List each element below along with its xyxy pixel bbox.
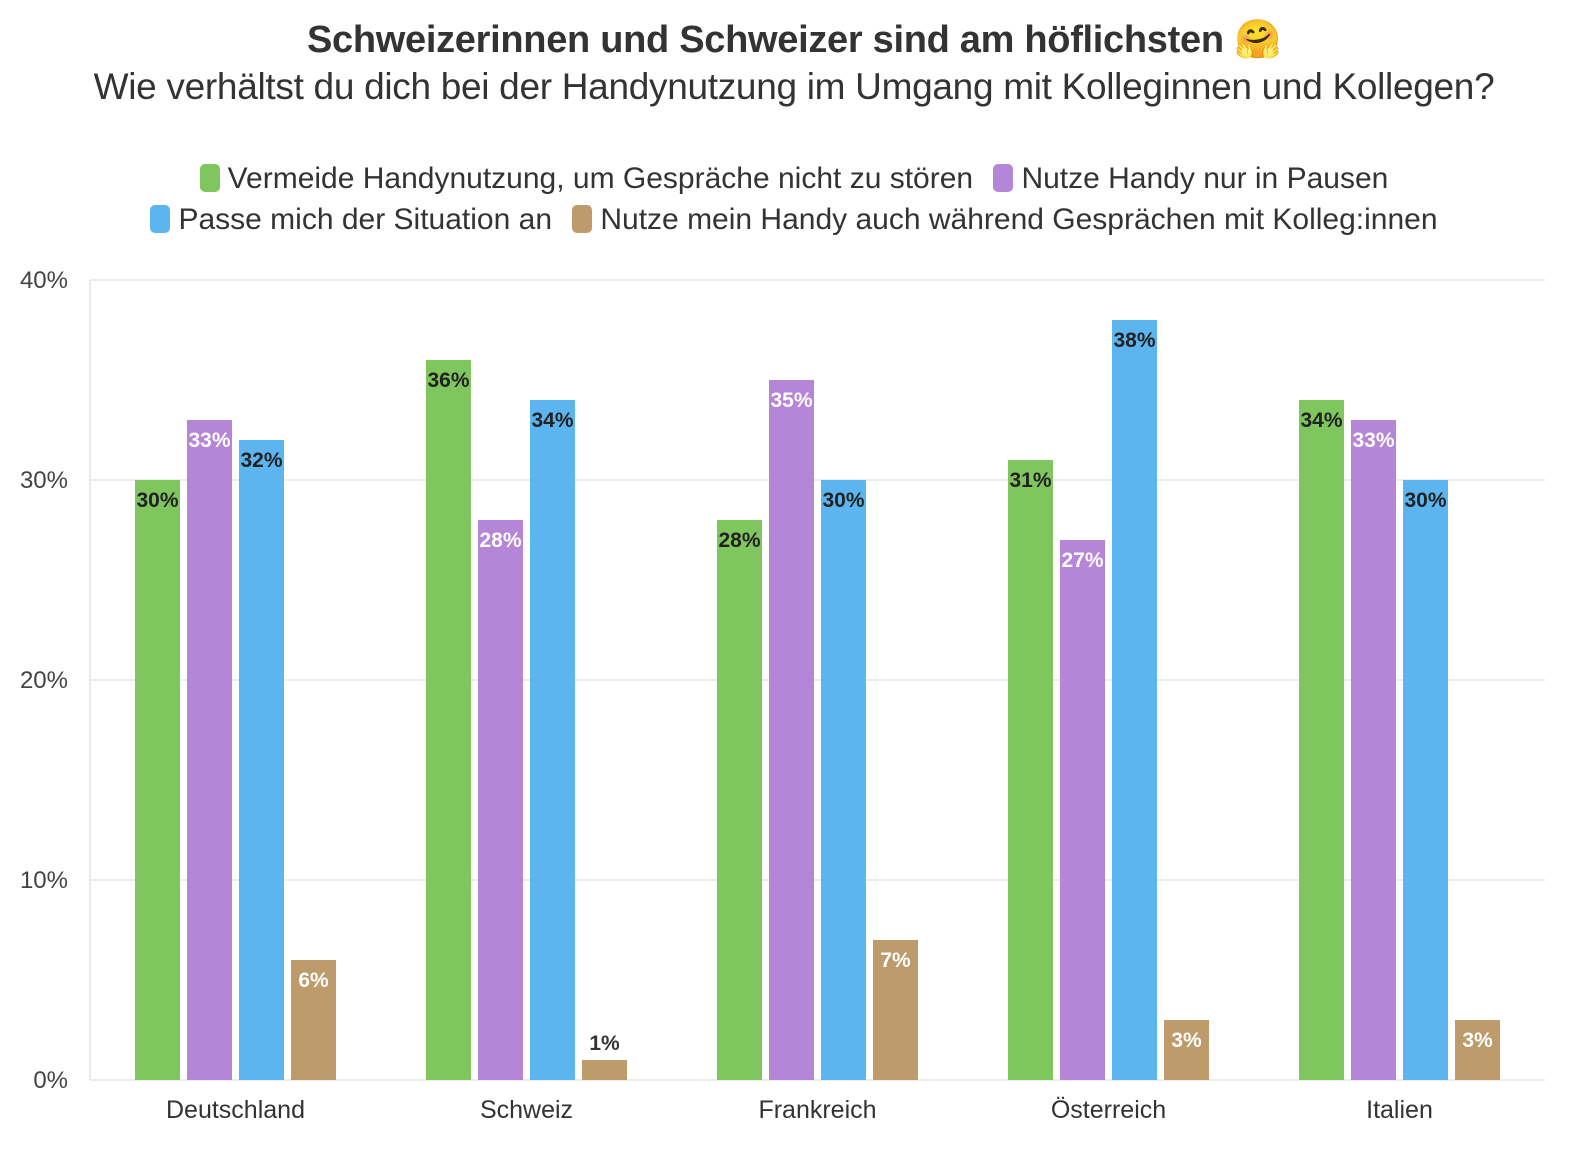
- data-label: 27%: [1061, 549, 1103, 572]
- hugging-face-emoji-icon: 🤗: [1234, 19, 1282, 61]
- legend-label: Passe mich der Situation an: [178, 203, 553, 236]
- data-label: 3%: [1462, 1029, 1493, 1052]
- data-label: 33%: [188, 429, 230, 452]
- chart-header: Schweizerinnen und Schweizer sind am höf…: [0, 18, 1588, 108]
- legend-swatch-brown: [572, 205, 593, 233]
- legend-label: Vermeide Handynutzung, um Gespräche nich…: [227, 162, 974, 195]
- bar: [426, 360, 471, 1080]
- bar: [873, 940, 918, 1080]
- data-label: 30%: [136, 489, 178, 512]
- legend-swatch-green: [199, 164, 220, 192]
- chart-title-text: Schweizerinnen und Schweizer sind am höf…: [306, 19, 1224, 61]
- data-label: 35%: [770, 389, 812, 412]
- legend-item-vermeide[interactable]: Vermeide Handynutzung, um Gespräche nich…: [199, 158, 974, 199]
- data-label: 34%: [531, 409, 573, 432]
- data-label: 38%: [1113, 329, 1155, 352]
- y-tick-label: 0%: [33, 1067, 68, 1094]
- data-label: 31%: [1009, 469, 1051, 492]
- legend-item-gespraechen[interactable]: Nutze mein Handy auch während Gesprächen…: [572, 199, 1438, 240]
- data-label: 3%: [1171, 1029, 1202, 1052]
- legend-item-situation[interactable]: Passe mich der Situation an: [150, 199, 552, 240]
- data-label: 33%: [1352, 429, 1394, 452]
- bar: [1112, 320, 1157, 1080]
- data-label: 36%: [427, 369, 469, 392]
- legend-label: Nutze Handy nur in Pausen: [1021, 162, 1389, 195]
- y-tick-label: 20%: [20, 667, 68, 694]
- y-tick-label: 30%: [20, 467, 68, 494]
- legend-label: Nutze mein Handy auch während Gesprächen…: [600, 203, 1438, 236]
- bar: [239, 440, 284, 1080]
- bar: [1164, 1020, 1209, 1080]
- chart-subtitle: Wie verhältst du dich bei der Handynutzu…: [93, 66, 1495, 107]
- bar: [135, 480, 180, 1080]
- x-tick-label: Schweiz: [480, 1096, 573, 1124]
- data-label: 1%: [589, 1032, 620, 1055]
- bar: [582, 1060, 627, 1080]
- bar: [1351, 420, 1396, 1080]
- legend-swatch-purple: [993, 164, 1014, 192]
- bar: [187, 420, 232, 1080]
- bar: [1455, 1020, 1500, 1080]
- bar: [1008, 460, 1053, 1080]
- legend-row-2: Passe mich der Situation an Nutze mein H…: [0, 199, 1588, 240]
- data-label: 32%: [240, 449, 282, 472]
- legend-swatch-blue: [150, 205, 171, 233]
- data-label: 28%: [479, 529, 521, 552]
- data-label: 6%: [298, 969, 329, 992]
- data-label: 34%: [1300, 409, 1342, 432]
- data-label: 30%: [1404, 489, 1446, 512]
- y-tick-label: 40%: [20, 267, 68, 294]
- bar: [769, 380, 814, 1080]
- data-label: 28%: [718, 529, 760, 552]
- bar: [478, 520, 523, 1080]
- bar: [1060, 540, 1105, 1080]
- bar: [291, 960, 336, 1080]
- bar: [821, 480, 866, 1080]
- data-label: 7%: [880, 949, 911, 972]
- y-tick-label: 10%: [20, 867, 68, 894]
- x-tick-label: Deutschland: [166, 1096, 305, 1124]
- data-label: 30%: [822, 489, 864, 512]
- legend-item-pausen[interactable]: Nutze Handy nur in Pausen: [993, 158, 1388, 199]
- legend-row-1: Vermeide Handynutzung, um Gespräche nich…: [0, 158, 1588, 199]
- bar: [530, 400, 575, 1080]
- bar: [1299, 400, 1344, 1080]
- chart-title: Schweizerinnen und Schweizer sind am höf…: [0, 18, 1588, 62]
- x-tick-label: Österreich: [1051, 1096, 1166, 1124]
- chart-legend: Vermeide Handynutzung, um Gespräche nich…: [0, 158, 1588, 240]
- bar: [717, 520, 762, 1080]
- bar: [1403, 480, 1448, 1080]
- x-tick-label: Frankreich: [758, 1096, 876, 1124]
- x-tick-label: Italien: [1366, 1096, 1433, 1124]
